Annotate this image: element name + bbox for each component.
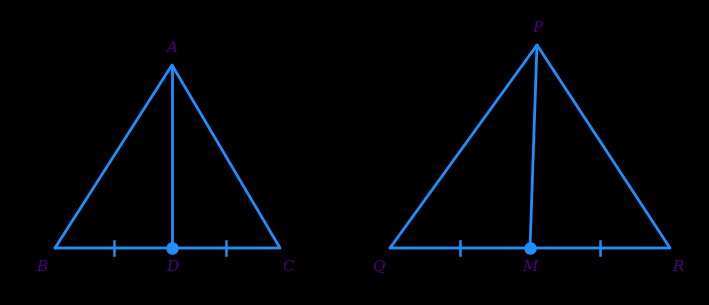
Text: M: M [523, 260, 538, 274]
Text: A: A [167, 41, 177, 55]
Text: B: B [36, 260, 48, 274]
Text: P: P [532, 21, 542, 35]
Text: R: R [672, 260, 683, 274]
Text: Q: Q [372, 260, 384, 274]
Text: D: D [166, 260, 178, 274]
Text: C: C [282, 260, 294, 274]
